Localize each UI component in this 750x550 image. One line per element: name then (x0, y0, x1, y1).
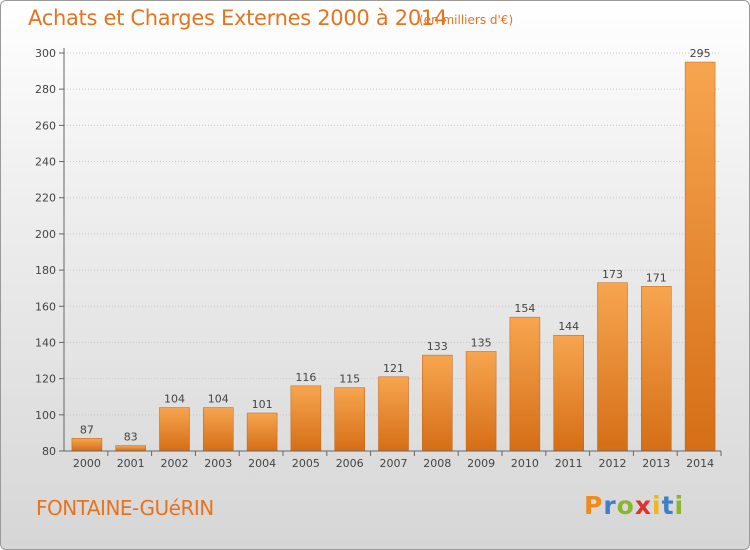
y-tick-label: 240 (35, 156, 56, 169)
y-tick-label: 160 (35, 300, 56, 313)
x-tick-label: 2012 (599, 457, 627, 470)
bar-value-label: 104 (164, 393, 185, 406)
bar-value-label: 144 (558, 320, 579, 333)
logo-letter: i (652, 491, 662, 520)
bar-2008 (422, 354, 453, 452)
bar-value-label: 104 (208, 393, 229, 406)
x-tick-label: 2007 (380, 457, 408, 470)
y-tick-label: 180 (35, 264, 56, 277)
bar-value-label: 115 (339, 373, 360, 386)
x-tick-label: 2005 (292, 457, 320, 470)
bar-value-label: 121 (383, 362, 404, 375)
bar-2003 (203, 407, 234, 452)
bar-2000 (71, 438, 103, 452)
y-axis: 80 100 120 140 160 180 200 220 240 260 280 300 (35, 47, 65, 458)
bar-2001 (115, 445, 146, 452)
bar-value-label: 171 (646, 271, 667, 284)
bar-value-label: 87 (80, 423, 94, 436)
x-tick-label: 2004 (248, 457, 276, 470)
chart-title: Achats et Charges Externes 2000 à 2014 (28, 6, 448, 30)
logo-letter: P (584, 491, 604, 520)
logo-letter: r (603, 491, 617, 520)
bar-2014 (684, 61, 716, 452)
y-tick-label: 220 (35, 192, 56, 205)
y-tick-label: 260 (35, 119, 56, 132)
y-tick-label: 140 (35, 336, 56, 349)
x-tick-label: 2011 (555, 457, 583, 470)
x-tick-label: 2000 (73, 457, 101, 470)
chart-unit: (en milliers d'€) (419, 13, 514, 27)
y-tick-label: 80 (42, 445, 56, 458)
bar-2004 (246, 412, 278, 452)
logo-letter: x (634, 491, 652, 520)
x-tick-label: 2013 (642, 457, 670, 470)
x-tick-label: 2008 (423, 457, 451, 470)
bars: 87 83 104 104 101 116 115 121 133 135 154 144 173 171… (71, 47, 716, 452)
y-tick-label: 300 (35, 47, 56, 60)
bar-value-label: 116 (295, 371, 316, 384)
bar-value-label: 295 (690, 47, 711, 60)
y-tick-label: 200 (35, 228, 56, 241)
bar-value-label: 83 (124, 431, 138, 444)
x-tick-label: 2014 (686, 457, 714, 470)
x-tick-label: 2003 (204, 457, 232, 470)
x-tick-label: 2002 (161, 457, 189, 470)
bar-value-label: 173 (602, 268, 623, 281)
x-tick-label: 2010 (511, 457, 539, 470)
proxiti-logo: Proxiti (584, 491, 684, 520)
bar-2012 (597, 282, 628, 452)
y-tick-label: 280 (35, 83, 56, 96)
commune-name: FONTAINE-GUéRIN (36, 496, 214, 520)
logo-letter: o (616, 491, 635, 520)
bar-2010 (509, 316, 541, 452)
x-tick-label: 2009 (467, 457, 495, 470)
bar-2005 (290, 385, 322, 452)
bar-value-label: 133 (427, 340, 448, 353)
bar-value-label: 101 (252, 398, 273, 411)
logo-letter: t (661, 491, 675, 520)
bar-2013 (641, 286, 672, 452)
bar-value-label: 135 (471, 337, 492, 350)
bar-2011 (553, 334, 584, 452)
bar-value-label: 154 (514, 302, 535, 315)
x-tick-label: 2006 (336, 457, 364, 470)
y-tick-label: 120 (35, 373, 56, 386)
bar-2006 (334, 387, 365, 452)
bar-2009 (465, 351, 497, 452)
bar-2007 (378, 376, 409, 452)
logo-letter: i (674, 491, 685, 520)
y-tick-label: 100 (35, 409, 56, 422)
x-axis: 2000 2001 2002 2003 2004 2005 2006 2007 2008 2009… (64, 450, 722, 470)
bar-2002 (159, 407, 190, 452)
x-tick-label: 2001 (117, 457, 145, 470)
